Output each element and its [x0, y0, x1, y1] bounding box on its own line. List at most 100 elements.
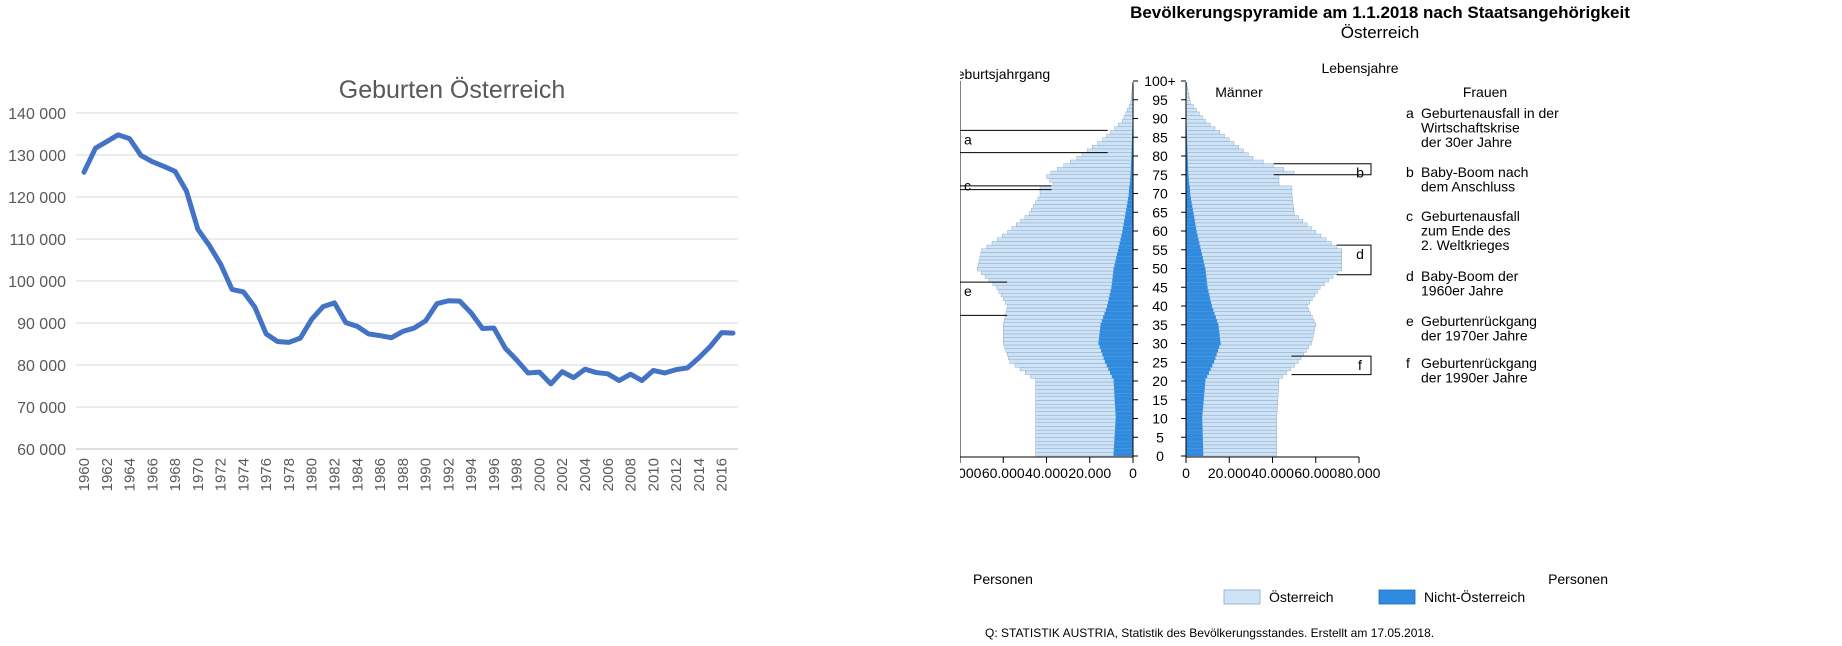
- bar-men-foreign: [1129, 185, 1133, 190]
- bar-men-foreign: [1117, 248, 1133, 253]
- bracket-letter-f: f: [1358, 357, 1362, 373]
- bar-women-foreign: [1186, 378, 1206, 382]
- bar-women-austrian: [1185, 211, 1295, 216]
- bar-men-foreign: [1131, 137, 1133, 142]
- bar-women-austrian: [1185, 200, 1294, 205]
- bar-women-foreign: [1186, 230, 1197, 234]
- bar-men-austrian: [1076, 156, 1134, 161]
- bar-men-foreign: [1114, 396, 1133, 401]
- note-letter-b: b: [1406, 164, 1414, 180]
- x-tick-label: 2016: [714, 458, 731, 491]
- x-tick-men: 0: [1129, 465, 1137, 481]
- bar-women-austrian: [1185, 267, 1342, 272]
- x-tick-label: 1984: [349, 458, 366, 491]
- age-tick: 40: [1152, 298, 1168, 314]
- bar-men-foreign: [1115, 419, 1133, 423]
- bar-men-foreign: [1105, 308, 1133, 312]
- bar-women-foreign: [1186, 226, 1197, 231]
- x-tick-women: 0: [1182, 465, 1190, 481]
- x-tick-label: 1972: [213, 458, 230, 491]
- bar-women-austrian: [1185, 170, 1295, 176]
- bar-men-foreign: [1111, 282, 1133, 286]
- bar-men-foreign: [1125, 211, 1133, 216]
- bar-men-foreign: [1131, 148, 1133, 153]
- bar-women-foreign: [1186, 278, 1207, 283]
- bar-women-foreign: [1186, 382, 1206, 386]
- bar-men-foreign: [1110, 289, 1133, 294]
- age-tick: 70: [1152, 186, 1168, 202]
- x-axis-label-right: Personen: [1548, 571, 1608, 587]
- bar-men-foreign: [1108, 367, 1133, 371]
- bar-women-foreign: [1186, 241, 1200, 246]
- bar-women-foreign: [1186, 393, 1205, 397]
- bar-men-austrian: [1031, 207, 1134, 213]
- age-tick: 15: [1152, 392, 1168, 408]
- annotation-bracket-f: [1291, 355, 1372, 376]
- note-text-b: dem Anschluss: [1421, 179, 1515, 195]
- bar-women-austrian: [1185, 167, 1285, 172]
- pyramid-axes: [960, 80, 1360, 463]
- bar-women-austrian: [1185, 226, 1312, 231]
- bar-women-foreign: [1186, 171, 1189, 175]
- bar-men-foreign: [1130, 178, 1133, 183]
- bar-women-foreign: [1186, 415, 1203, 419]
- bar-men-foreign: [1118, 245, 1133, 249]
- bar-women-foreign: [1186, 174, 1189, 179]
- x-tick-men: 60.000: [982, 465, 1025, 481]
- bar-women-austrian: [1185, 156, 1254, 161]
- bar-women-austrian: [1185, 230, 1316, 235]
- bar-women-foreign: [1186, 348, 1219, 353]
- bar-men-austrian: [1092, 144, 1134, 150]
- bar-men-austrian: [980, 252, 1134, 257]
- bar-women-foreign: [1186, 433, 1203, 438]
- bar-women-foreign: [1186, 293, 1210, 297]
- bar-men-foreign: [1124, 215, 1133, 220]
- y-tick-label: 140 000: [8, 106, 66, 123]
- bar-men-austrian: [1007, 230, 1134, 235]
- bar-men-foreign: [1114, 433, 1133, 438]
- bar-women-austrian: [1185, 196, 1293, 201]
- bar-men-austrian: [977, 267, 1134, 272]
- bar-men-austrian: [1070, 159, 1134, 164]
- x-tick-men: 20.000: [1068, 465, 1111, 481]
- bar-men-foreign: [1120, 237, 1133, 242]
- bar-men-foreign: [1113, 382, 1133, 386]
- bar-men-austrian: [1020, 218, 1134, 224]
- bar-women-foreign: [1186, 185, 1190, 190]
- bar-women-austrian: [1185, 133, 1225, 139]
- bar-women-austrian: [1185, 204, 1294, 209]
- bar-women-foreign: [1186, 304, 1212, 308]
- bar-men-foreign: [1098, 341, 1133, 345]
- bar-men-foreign: [1124, 219, 1133, 223]
- bar-women-austrian: [1185, 141, 1235, 146]
- bar-men-austrian: [1106, 133, 1134, 139]
- bar-men-austrian: [1039, 189, 1134, 194]
- x-axis-label-left: Personen: [973, 571, 1033, 587]
- bar-women-austrian: [1185, 130, 1220, 135]
- bar-men-foreign: [1103, 356, 1133, 360]
- bar-men-foreign: [1104, 359, 1133, 364]
- bar-men-foreign: [1099, 345, 1133, 349]
- bar-men-foreign: [1115, 426, 1133, 431]
- note-letter-d: d: [1406, 268, 1414, 284]
- x-tick-label: 1988: [395, 458, 412, 491]
- x-tick-men: 80.000: [960, 465, 982, 481]
- bar-men-foreign: [1122, 230, 1133, 234]
- bar-women-foreign: [1186, 289, 1209, 294]
- bar-men-foreign: [1111, 285, 1133, 290]
- x-tick-label: 1974: [235, 458, 252, 491]
- bar-women-austrian: [1185, 207, 1294, 213]
- annotation-brackets: a b c d e f: [960, 129, 1372, 376]
- bar-women-austrian: [1185, 244, 1337, 250]
- x-tick-label: 1966: [144, 458, 161, 491]
- bar-men-foreign: [1116, 252, 1133, 257]
- bar-men-foreign: [1111, 374, 1133, 379]
- bar-men-foreign: [1115, 411, 1133, 416]
- note-text-c: Geburtenausfall: [1421, 208, 1520, 224]
- bar-men-foreign: [1113, 452, 1133, 456]
- bar-women-foreign: [1186, 163, 1189, 168]
- age-tick: 100+: [1144, 73, 1176, 89]
- bar-women-foreign: [1186, 319, 1218, 323]
- bar-men-foreign: [1131, 160, 1133, 164]
- age-tick: 85: [1152, 129, 1168, 145]
